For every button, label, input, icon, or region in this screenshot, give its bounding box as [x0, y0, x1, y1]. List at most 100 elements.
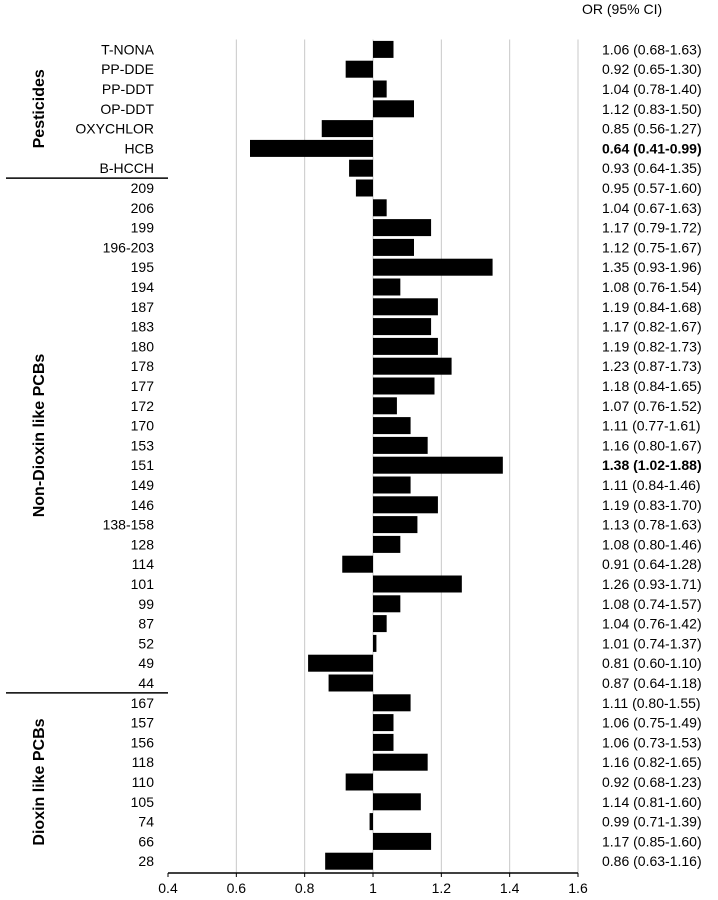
or-ci-value: 1.17 (0.82-1.67): [602, 319, 702, 335]
or-ci-value: 1.11 (0.84-1.46): [602, 477, 701, 493]
x-tick-label: 0.4: [158, 880, 178, 896]
row-label: 49: [138, 655, 154, 671]
or-ci-value: 1.13 (0.78-1.63): [602, 517, 702, 533]
row-label: 153: [131, 437, 155, 453]
bar-151: [373, 456, 503, 474]
or-ci-value: 0.87 (0.64-1.18): [602, 675, 702, 691]
bar-199: [373, 219, 432, 237]
x-tick-label: 0.8: [295, 880, 315, 896]
bar-146: [373, 496, 438, 514]
or-ci-value: 0.85 (0.56-1.27): [602, 121, 702, 137]
bar-149: [373, 476, 411, 494]
row-label: 138-158: [103, 517, 155, 533]
bar-layer: [250, 40, 503, 870]
row-label: 128: [131, 536, 155, 552]
bar-110: [345, 773, 373, 791]
or-ci-value: 1.26 (0.93-1.71): [602, 576, 702, 592]
x-tick-label: 1: [369, 880, 377, 896]
or-ci-value: 0.95 (0.57-1.60): [602, 180, 702, 196]
row-label: T-NONA: [101, 41, 155, 57]
x-tick-label: 0.6: [227, 880, 247, 896]
row-label: 151: [131, 457, 155, 473]
row-label: 196-203: [103, 239, 155, 255]
row-label: 157: [131, 715, 155, 731]
row-label: 44: [138, 675, 154, 691]
ci-value-layer: 1.06 (0.68-1.63) 0.92 (0.65-1.30) 1.04 (0.…: [602, 41, 702, 869]
row-label: HCB: [124, 140, 154, 156]
bar-pp-ddt: [373, 80, 387, 98]
or-ci-value: 1.14 (0.81-1.60): [602, 794, 702, 810]
or-ci-value: 1.38 (1.02-1.88): [602, 457, 702, 473]
row-label: 180: [131, 338, 155, 354]
or-ci-value: 1.08 (0.80-1.46): [602, 536, 702, 552]
row-label: 52: [138, 635, 154, 651]
or-ci-value: 1.04 (0.76-1.42): [602, 616, 702, 632]
bar-156: [373, 733, 394, 751]
row-label: 105: [131, 794, 155, 810]
or-ci-value: 0.99 (0.71-1.39): [602, 814, 702, 830]
or-ci-value: 1.04 (0.78-1.40): [602, 81, 702, 97]
row-label: OXYCHLOR: [75, 121, 154, 137]
or-ci-value: 1.06 (0.73-1.53): [602, 734, 702, 750]
row-label: 101: [131, 576, 155, 592]
bar-t-nona: [373, 40, 394, 58]
row-label: 170: [131, 418, 155, 434]
or-ci-value: 0.92 (0.68-1.23): [602, 774, 702, 790]
bar-195: [373, 258, 493, 276]
or-ci-value: 1.11 (0.77-1.61): [602, 418, 701, 434]
row-label: 183: [131, 319, 155, 335]
bar-101: [373, 575, 462, 593]
group-label: Non-Dioxin like PCBs: [31, 354, 48, 518]
row-label: 87: [138, 616, 154, 632]
row-label: 187: [131, 299, 155, 315]
or-ci-value: 1.35 (0.93-1.96): [602, 259, 702, 275]
or-ci-value: 1.16 (0.82-1.65): [602, 754, 702, 770]
or-ci-value: 0.93 (0.64-1.35): [602, 160, 702, 176]
bar-66: [373, 832, 432, 850]
row-label: 177: [131, 378, 155, 394]
row-label: 156: [131, 734, 155, 750]
bar-157: [373, 714, 394, 732]
row-label: PP-DDT: [102, 81, 155, 97]
or-ci-value: 1.04 (0.67-1.63): [602, 200, 702, 216]
bar-178: [373, 357, 452, 375]
bar-183: [373, 318, 432, 336]
bar-52: [373, 634, 377, 652]
bar-44: [328, 674, 373, 692]
bar-28: [325, 852, 373, 870]
ci-column-header: OR (95% CI): [582, 1, 662, 17]
bar-170: [373, 417, 411, 435]
bar-49: [308, 654, 373, 672]
or-ci-value: 1.08 (0.76-1.54): [602, 279, 702, 295]
group-label: Pesticides: [31, 69, 48, 148]
row-label: 114: [132, 556, 155, 572]
or-ci-value: 1.06 (0.68-1.63): [602, 41, 702, 57]
row-label: 209: [131, 180, 155, 196]
or-ci-value: 1.06 (0.75-1.49): [602, 715, 702, 731]
bar-167: [373, 694, 411, 712]
bar-114: [342, 555, 373, 573]
bar-177: [373, 377, 435, 395]
row-label: 146: [131, 497, 155, 513]
bar-209: [355, 179, 373, 197]
x-axis: 0.4 0.6 0.8 1 1.2 1.4 1.6: [158, 872, 588, 896]
or-ci-value: 1.16 (0.80-1.67): [602, 437, 702, 453]
or-ci-value: 1.19 (0.83-1.70): [602, 497, 702, 513]
or-ci-value: 0.81 (0.60-1.10): [602, 655, 702, 671]
bar-99: [373, 595, 401, 613]
row-label-layer: T-NONA PP-DDE PP-DDT OP-DDT OXYCHLOR HCB B-HCC…: [75, 41, 154, 869]
bar-194: [373, 278, 401, 296]
grid-layer: [235, 39, 579, 873]
or-ci-value: 1.07 (0.76-1.52): [602, 398, 702, 414]
row-label: 167: [131, 695, 155, 711]
group-label: Dioxin like PCBs: [31, 718, 48, 845]
x-tick-label: 1.6: [568, 880, 588, 896]
bar-128: [373, 535, 401, 553]
or-ci-value: 1.19 (0.84-1.68): [602, 299, 702, 315]
row-label: OP-DDT: [100, 101, 154, 117]
bar-74: [369, 813, 373, 831]
row-label: 172: [131, 398, 155, 414]
row-label: 149: [131, 477, 155, 493]
bar-oxychlor: [321, 120, 373, 138]
or-ci-value: 1.12 (0.83-1.50): [602, 101, 702, 117]
